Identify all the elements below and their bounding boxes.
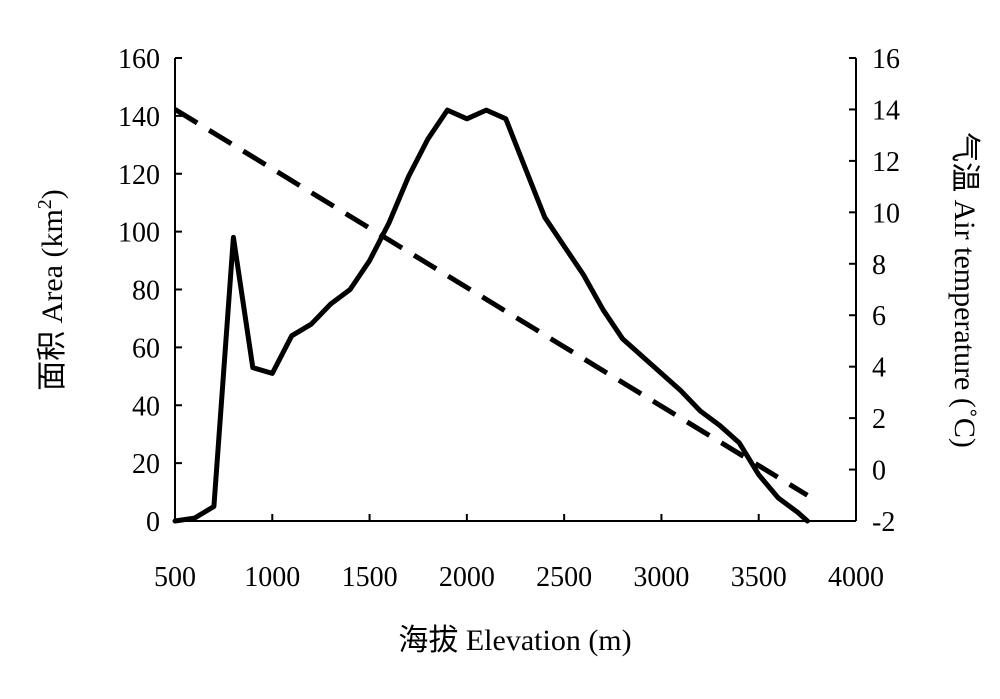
right-y-tick-label: 12 [872,147,900,178]
x-tick-label: 500 [154,562,196,593]
right-y-tick-label: -2 [872,507,895,538]
left-y-axis-title-main: 面积 Area (km [36,209,69,391]
right-y-tick-label: 14 [872,95,900,126]
left-y-tick-label: 0 [146,507,160,538]
left-y-axis-title: 面积 Area (km2) [34,189,69,391]
left-y-tick-label: 160 [118,44,160,75]
right-y-tick-label: 16 [872,44,900,75]
left-y-axis-ticks: 0 20 40 60 80 100 120 140 160 [118,44,182,538]
left-y-tick-label: 80 [132,276,160,307]
left-y-tick-label: 60 [132,333,160,364]
area-line [172,107,810,524]
x-tick-label: 3500 [731,562,787,593]
right-y-tick-label: 8 [872,250,886,281]
left-y-tick-label: 140 [118,102,160,133]
right-y-tick-label: 4 [872,353,886,384]
x-tick-label: 3000 [633,562,689,593]
left-y-tick-label: 40 [132,391,160,422]
right-y-axis-ticks: -2 0 2 4 6 8 10 12 14 16 [849,44,900,538]
left-y-tick-label: 100 [118,218,160,249]
right-y-tick-label: 6 [872,301,886,332]
x-axis-title: 海拔 Elevation (m) [398,624,631,657]
left-y-axis-title-sup: 2 [34,199,56,209]
x-tick-label: 4000 [828,562,884,593]
air-temperature-line [173,107,809,498]
left-y-tick-label: 20 [132,449,160,480]
right-y-tick-label: 10 [872,198,900,229]
left-y-axis-title-suffix: ) [36,189,69,199]
right-y-axis-title: 气温 Air temperature (˚C) [948,132,981,448]
x-axis-ticks: 500 1000 1500 2000 2500 3000 3500 4000 [154,514,884,593]
x-tick-label: 2000 [439,562,495,593]
right-y-tick-label: 0 [872,456,886,487]
x-tick-label: 2500 [536,562,592,593]
x-tick-label: 1000 [244,562,300,593]
x-tick-label: 1500 [342,562,398,593]
series-layer [172,107,810,524]
right-y-tick-label: 2 [872,404,886,435]
left-y-tick-label: 120 [118,160,160,191]
